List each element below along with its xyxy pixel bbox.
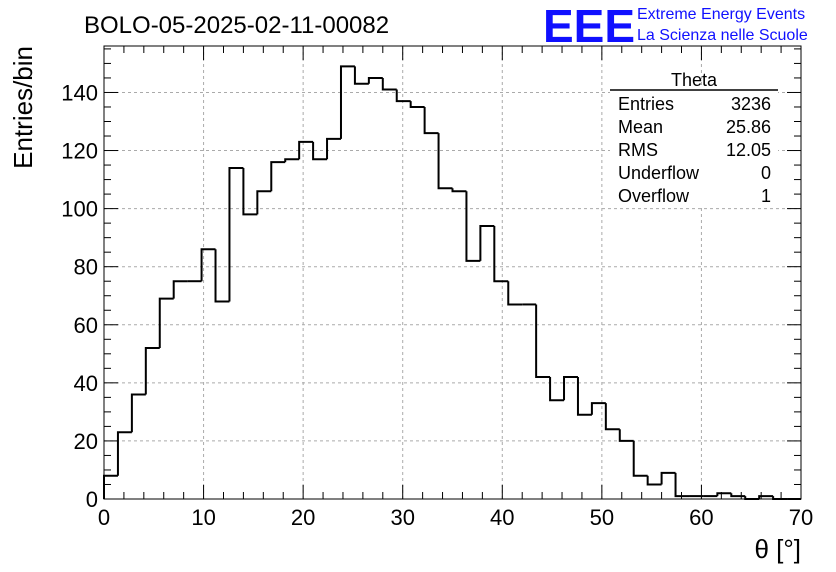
histogram-bin bbox=[409, 101, 425, 108]
logo-line-2: La Scienza nelle Scuole bbox=[637, 27, 808, 44]
stats-row-label: Mean bbox=[618, 117, 663, 137]
histogram-bin bbox=[158, 297, 174, 348]
y-tick-labels: 0 20 40 60 80 100 120 140 bbox=[61, 80, 98, 512]
y-tick-label: 100 bbox=[61, 197, 98, 222]
histogram-bin bbox=[103, 474, 118, 499]
histogram-bin bbox=[618, 429, 634, 442]
chart-title: BOLO-05-2025-02-11-00082 bbox=[84, 12, 389, 39]
histogram-bin bbox=[144, 347, 160, 395]
histogram-bin bbox=[716, 492, 732, 497]
x-tick-label: 40 bbox=[490, 505, 514, 530]
histogram-bin bbox=[674, 472, 690, 498]
histogram-bin bbox=[660, 471, 676, 485]
y-tick-label: 60 bbox=[74, 313, 98, 338]
histogram-bin bbox=[172, 280, 188, 299]
histogram-bin bbox=[730, 493, 746, 498]
eee-logo-mark: EEE bbox=[543, 0, 635, 52]
histogram-bin bbox=[395, 89, 411, 103]
x-tick-label: 0 bbox=[98, 505, 110, 530]
grid-lines bbox=[104, 46, 801, 499]
histogram-bin bbox=[242, 167, 258, 216]
histogram-bin bbox=[646, 475, 662, 486]
stats-row-value: 1 bbox=[761, 186, 771, 206]
histogram-bin bbox=[590, 402, 606, 415]
histogram-bin bbox=[535, 304, 551, 379]
histogram-bin bbox=[381, 77, 397, 91]
y-tick-label: 120 bbox=[61, 139, 98, 164]
histogram-bin bbox=[465, 191, 481, 262]
y-tick-label: 140 bbox=[61, 80, 98, 105]
histogram-bin bbox=[507, 281, 523, 306]
stats-box: Theta Entries 3236 Mean 25.86 RMS 12.05 Underf… bbox=[610, 70, 778, 208]
y-axis-label: Entries/bin bbox=[8, 46, 38, 169]
histogram-bin bbox=[284, 158, 300, 163]
histogram-bin bbox=[563, 376, 578, 401]
histogram-bin bbox=[479, 225, 495, 261]
histogram-bin bbox=[423, 106, 439, 135]
y-tick-label: 40 bbox=[74, 371, 98, 396]
y-tick-label: 80 bbox=[74, 255, 98, 280]
stats-row-value: 12.05 bbox=[726, 140, 771, 160]
stats-title: Theta bbox=[671, 70, 718, 90]
stats-box-background bbox=[610, 88, 778, 208]
stats-row-label: Underflow bbox=[618, 163, 700, 183]
histogram-bin bbox=[116, 431, 132, 476]
y-tick-label: 20 bbox=[74, 429, 98, 454]
x-tick-labels: 0 10 20 30 40 50 60 70 bbox=[98, 505, 813, 530]
histogram-bin bbox=[604, 403, 620, 431]
y-tick-label: 0 bbox=[86, 487, 98, 512]
x-axis-label: θ [°] bbox=[754, 534, 801, 564]
plot-frame bbox=[103, 45, 802, 500]
stats-row-label: RMS bbox=[618, 140, 658, 160]
eee-logo: EEE Extreme Energy Events La Scienza nel… bbox=[543, 0, 808, 52]
histogram-bin bbox=[228, 166, 244, 302]
stats-row-value: 25.86 bbox=[726, 117, 771, 137]
histogram-bin bbox=[437, 133, 453, 190]
x-tick-label: 70 bbox=[789, 505, 813, 530]
histogram-bin bbox=[353, 66, 369, 85]
histogram-bin bbox=[632, 440, 648, 477]
histogram-bin bbox=[758, 495, 774, 499]
histogram-bin bbox=[298, 140, 314, 160]
histogram-bin bbox=[549, 377, 565, 402]
x-tick-label: 50 bbox=[590, 505, 614, 530]
histogram-bin bbox=[451, 188, 467, 193]
histogram-bin bbox=[326, 137, 341, 160]
histogram-bin bbox=[130, 393, 146, 433]
stats-row-label: Entries bbox=[618, 94, 674, 114]
histogram-bin bbox=[576, 377, 592, 416]
axis-ticks bbox=[103, 46, 802, 500]
x-tick-label: 60 bbox=[689, 505, 713, 530]
x-tick-label: 10 bbox=[191, 505, 215, 530]
histogram-bin bbox=[493, 226, 509, 283]
histogram-bin bbox=[339, 65, 355, 139]
x-tick-label: 20 bbox=[291, 505, 315, 530]
stats-row-value: 3236 bbox=[731, 94, 771, 114]
logo-line-1: Extreme Energy Events bbox=[637, 6, 805, 23]
stats-row-value: 0 bbox=[761, 163, 771, 183]
histogram-bin bbox=[312, 141, 328, 161]
histogram-bin bbox=[256, 190, 272, 215]
histogram-bin bbox=[367, 76, 383, 84]
stats-row-label: Overflow bbox=[618, 186, 690, 206]
histogram-bin bbox=[200, 248, 216, 282]
histogram-bin bbox=[214, 249, 230, 303]
histogram-bin bbox=[270, 161, 286, 192]
x-tick-label: 30 bbox=[390, 505, 414, 530]
